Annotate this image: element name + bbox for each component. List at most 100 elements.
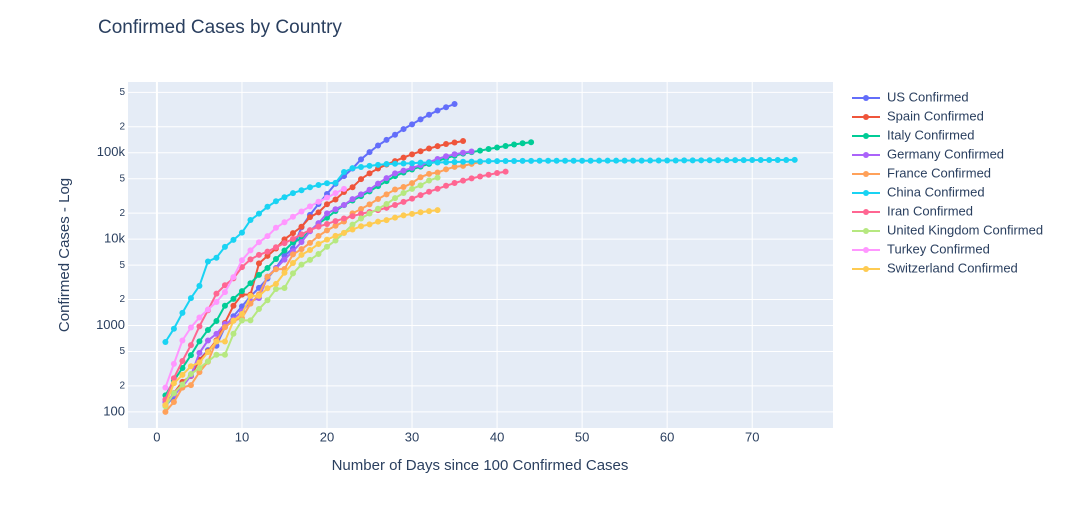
data-point <box>383 201 390 208</box>
legend-label: Iran Confirmed <box>887 203 973 218</box>
data-point <box>426 188 433 195</box>
data-point <box>179 337 186 344</box>
data-point <box>426 111 433 118</box>
data-point <box>434 169 441 176</box>
data-point <box>281 194 288 201</box>
legend-marker <box>863 171 869 177</box>
data-point <box>306 256 313 263</box>
data-point <box>179 371 186 378</box>
data-point <box>383 160 390 167</box>
data-point <box>213 330 220 337</box>
data-point <box>323 220 330 227</box>
data-point <box>502 158 509 165</box>
data-point <box>443 159 450 166</box>
data-point <box>392 214 399 221</box>
data-point <box>204 349 211 356</box>
data-point <box>375 180 382 187</box>
data-point <box>349 196 356 203</box>
data-point <box>647 157 654 164</box>
data-point <box>426 177 433 184</box>
legend-marker <box>863 95 869 101</box>
data-point <box>349 184 356 191</box>
data-point <box>460 158 467 165</box>
data-point <box>272 280 279 287</box>
data-point <box>221 338 228 345</box>
data-point <box>358 176 365 183</box>
y-axis-title: Confirmed Cases - Log <box>56 178 73 332</box>
data-point <box>443 104 450 111</box>
data-point <box>400 190 407 197</box>
data-point <box>409 210 416 217</box>
data-point <box>272 224 279 231</box>
data-point <box>383 175 390 182</box>
data-point <box>341 215 348 222</box>
legend-label: France Confirmed <box>887 165 991 180</box>
data-point <box>477 147 484 154</box>
data-point <box>332 190 339 197</box>
data-point <box>298 187 305 194</box>
legend-label: Switzerland Confirmed <box>887 260 1018 275</box>
data-point <box>689 157 696 164</box>
data-point <box>494 158 501 165</box>
data-point <box>298 208 305 215</box>
data-point <box>791 156 798 163</box>
legend-label: Italy Confirmed <box>887 127 974 142</box>
data-point <box>596 157 603 164</box>
data-point <box>238 229 245 236</box>
data-point <box>187 342 194 349</box>
data-point <box>230 295 237 302</box>
data-point <box>332 196 339 203</box>
data-point <box>204 326 211 333</box>
data-point <box>255 251 262 258</box>
data-point <box>272 256 279 263</box>
data-point <box>306 247 313 254</box>
data-point <box>196 349 203 356</box>
data-point <box>519 157 526 164</box>
data-point <box>358 164 365 171</box>
data-point <box>323 227 330 234</box>
y-tick-label: 100k <box>97 144 126 159</box>
data-point <box>315 240 322 247</box>
data-point <box>162 339 169 346</box>
data-point <box>426 170 433 177</box>
data-point <box>221 324 228 331</box>
data-point <box>213 254 220 261</box>
data-point <box>757 157 764 164</box>
data-point <box>511 141 518 148</box>
data-point <box>306 184 313 191</box>
data-point <box>434 107 441 114</box>
data-point <box>392 131 399 138</box>
data-point <box>281 269 288 276</box>
data-point <box>570 157 577 164</box>
data-point <box>723 157 730 164</box>
x-tick-label: 10 <box>235 429 249 444</box>
data-point <box>783 156 790 163</box>
data-point <box>400 126 407 133</box>
data-point <box>358 210 365 217</box>
data-point <box>179 309 186 316</box>
x-tick-label: 30 <box>405 429 419 444</box>
data-point <box>358 156 365 163</box>
data-point <box>238 257 245 264</box>
x-tick-label: 40 <box>490 429 504 444</box>
data-point <box>238 310 245 317</box>
series-line <box>164 187 345 388</box>
data-point <box>196 338 203 345</box>
data-point <box>230 236 237 243</box>
data-point <box>426 208 433 215</box>
data-point <box>426 159 433 166</box>
data-point <box>749 157 756 164</box>
data-point <box>681 157 688 164</box>
data-point <box>519 140 526 147</box>
data-point <box>417 192 424 199</box>
data-point <box>460 177 467 184</box>
data-point <box>255 260 262 267</box>
data-point <box>221 289 228 296</box>
data-point <box>298 223 305 230</box>
data-point <box>511 157 518 164</box>
x-tick-label: 60 <box>660 429 674 444</box>
data-point <box>204 306 211 313</box>
data-point <box>485 146 492 153</box>
legend-marker <box>863 247 869 253</box>
